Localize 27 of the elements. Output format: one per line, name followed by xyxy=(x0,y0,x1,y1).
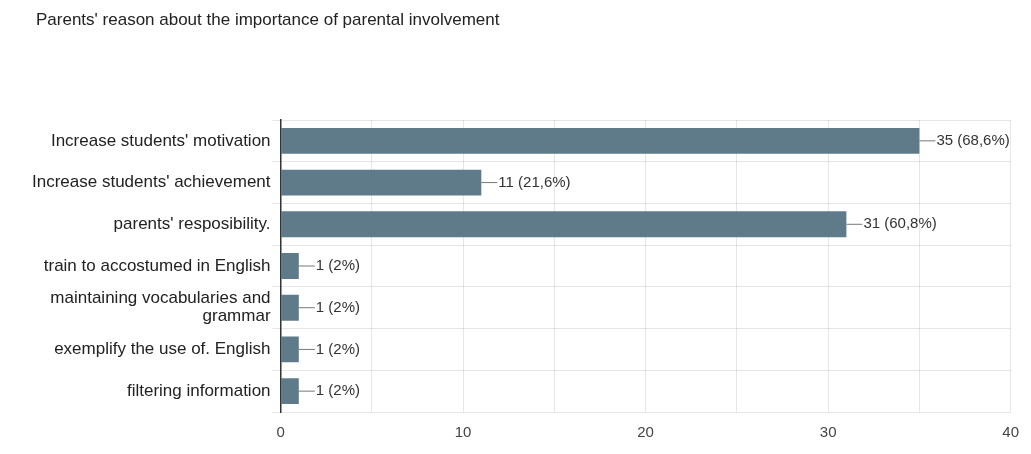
data-label: 31 (60,8%) xyxy=(863,214,937,232)
bar xyxy=(281,294,299,321)
y-tick-label: filtering information xyxy=(126,380,271,400)
bar xyxy=(281,211,847,238)
x-tick-label: 10 xyxy=(454,423,472,441)
data-label: 1 (2%) xyxy=(315,297,360,315)
y-tick-label: train to accostumed in English xyxy=(43,255,271,275)
y-tick-label: maintaining vocabularies and grammar xyxy=(50,288,271,326)
bar xyxy=(281,169,482,196)
bar xyxy=(281,127,920,154)
data-label: 35 (68,6%) xyxy=(936,131,1010,148)
data-label: 1 (2%) xyxy=(315,381,360,399)
data-label: 11 (21,6%) xyxy=(498,172,571,190)
y-tick-label: Increase students' achievement xyxy=(31,172,271,192)
data-label: 1 (2%) xyxy=(315,256,360,274)
y-tick-label: parents' resposibility. xyxy=(113,213,271,233)
chart-title: Parents' reason about the importance of parental involvement xyxy=(36,10,500,30)
y-tick-label: Increase students' motivation xyxy=(50,130,271,150)
x-tick-label: 20 xyxy=(637,423,654,441)
x-tick-label: 30 xyxy=(819,423,837,441)
x-tick-label: 0 xyxy=(276,423,285,441)
y-tick-label: exemplify the use of. English xyxy=(54,339,271,359)
x-tick-label: 40 xyxy=(1002,423,1019,441)
bar xyxy=(281,378,299,405)
data-label: 1 (2%) xyxy=(315,339,360,357)
bar xyxy=(281,253,299,279)
bar xyxy=(281,336,299,363)
